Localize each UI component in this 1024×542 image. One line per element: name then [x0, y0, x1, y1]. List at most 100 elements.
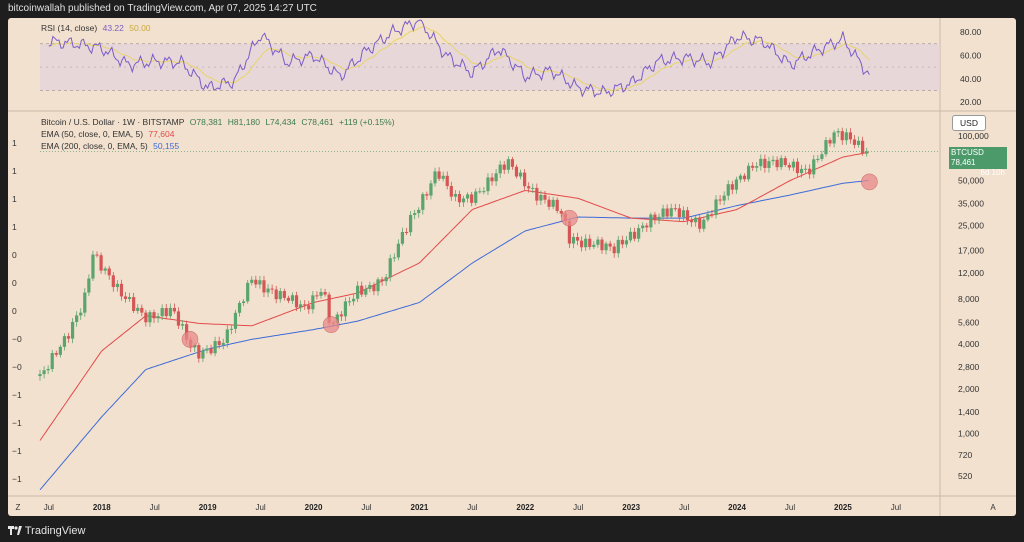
candle-body-78 [356, 285, 360, 299]
candle-body-99 [441, 175, 445, 179]
candle-64 [299, 300, 303, 312]
candle-body-17 [107, 268, 111, 276]
currency-button[interactable]: USD [952, 115, 986, 131]
candle-body-125 [547, 199, 551, 207]
candle-body-5 [58, 346, 62, 355]
candle-body-135 [588, 238, 592, 247]
candle-body-179 [767, 161, 771, 168]
footer-brand[interactable]: TradingView [24, 525, 86, 537]
ema200-label[interactable]: EMA (200, close, 0, EMA, 5) [41, 141, 148, 151]
candle-12 [87, 274, 91, 296]
candle-110 [486, 173, 490, 196]
candle-body-150 [649, 214, 653, 228]
candle-75 [343, 297, 348, 322]
candle-body-190 [812, 159, 816, 175]
left-axis-label-8: −0 [12, 362, 22, 372]
candle-176 [755, 162, 759, 172]
x-axis-tick-13: 2024 [728, 503, 746, 512]
candle-body-49 [237, 303, 242, 313]
candle-181 [775, 156, 779, 171]
candle-31 [164, 303, 168, 320]
candle-192 [820, 150, 824, 162]
candle-body-86 [388, 258, 392, 278]
candle-body-158 [681, 210, 686, 218]
tradingview-logo-icon[interactable] [8, 520, 22, 542]
price-axis-tick-10: 17,000 [958, 245, 984, 255]
candle-169 [726, 180, 730, 201]
candle-51 [246, 279, 250, 304]
price-axis-tick-7: 5,600 [958, 317, 980, 327]
candle-body-25 [140, 307, 144, 313]
candle-148 [641, 222, 645, 233]
candle-body-1 [42, 370, 46, 375]
candle-154 [665, 204, 669, 220]
candle-96 [429, 180, 433, 200]
left-axis-label-0: 1 [12, 138, 17, 148]
left-axis-label-1: 1 [12, 166, 17, 176]
candle-body-38 [193, 344, 197, 348]
candle-body-187 [799, 168, 804, 174]
candle-body-95 [425, 194, 429, 196]
bottom-right-label: A [990, 503, 996, 512]
x-axis-tick-11: 2023 [622, 503, 640, 512]
left-axis-label-2: 1 [12, 194, 17, 204]
candle-body-30 [160, 308, 164, 317]
candle-33 [172, 303, 176, 314]
candle-108 [478, 187, 482, 194]
candle-body-74 [339, 314, 343, 317]
left-axis-label-11: −1 [12, 446, 22, 456]
candle-9 [75, 311, 79, 327]
candle-body-26 [144, 312, 148, 323]
price-tag-ticker: BTCUSD [951, 148, 984, 157]
candle-body-139 [604, 243, 608, 251]
candle-131 [571, 233, 576, 249]
candle-body-199 [848, 132, 853, 140]
ohlc-open: O78,381 [189, 117, 223, 127]
candle-body-88 [396, 243, 400, 258]
candle-body-100 [445, 175, 449, 187]
candle-145 [628, 227, 633, 243]
chart-canvas[interactable]: 20.00 40.00 60.00 80.00 520 720 1,000 1,400 2,00… [8, 18, 1016, 516]
candle-77 [351, 294, 356, 306]
candle-body-176 [755, 166, 759, 168]
candle-body-58 [274, 289, 278, 300]
candle-body-28 [152, 312, 156, 319]
ema50-label[interactable]: EMA (50, close, 0, EMA, 5) [41, 129, 144, 139]
candle-body-65 [303, 304, 307, 306]
candle-body-70 [323, 292, 327, 295]
price-axis-tick-4: 2,000 [958, 384, 980, 394]
candle-15 [99, 252, 103, 274]
candle-179 [767, 156, 771, 173]
candle-body-134 [584, 238, 588, 248]
candle-body-143 [620, 239, 624, 245]
candle-body-85 [384, 277, 388, 282]
price-axis-tick-13: 50,000 [958, 176, 984, 186]
candle-body-34 [176, 311, 181, 326]
candle-body-127 [555, 199, 559, 211]
candle-117 [514, 164, 519, 179]
candle-184 [787, 162, 791, 171]
candle-body-104 [461, 198, 466, 203]
candle-48 [233, 309, 238, 334]
chart-panel[interactable]: 20.00 40.00 60.00 80.00 520 720 1,000 1,400 2,00… [8, 18, 1016, 516]
candle-body-132 [575, 237, 580, 241]
candle-body-24 [136, 307, 140, 311]
candle-body-169 [726, 184, 730, 196]
candle-63 [294, 291, 299, 312]
price-change: +119 (+0.15%) [338, 117, 395, 127]
candle-34 [176, 307, 181, 329]
candle-198 [844, 128, 848, 145]
candle-133 [580, 236, 584, 252]
cross-marker-3 [861, 173, 878, 191]
candle-196 [836, 128, 840, 137]
candle-body-54 [258, 280, 262, 285]
candle-body-53 [254, 279, 258, 285]
candle-body-123 [539, 194, 543, 201]
candle-46 [225, 325, 229, 348]
candle-body-144 [624, 240, 629, 245]
candle-99 [441, 171, 445, 182]
symbol-text[interactable]: Bitcoin / U.S. Dollar · 1W · BITSTAMP [41, 117, 185, 127]
candle-193 [824, 137, 828, 157]
candle-152 [657, 213, 661, 224]
candle-body-111 [490, 177, 494, 182]
